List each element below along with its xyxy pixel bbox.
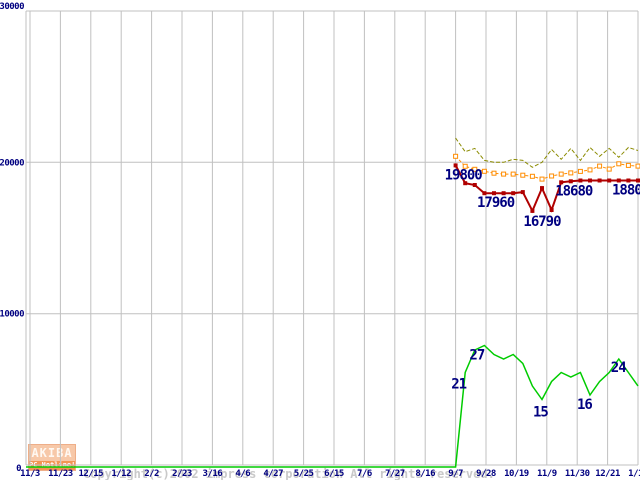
x-tick-label: 11/23 xyxy=(48,469,73,479)
x-tick-label: 2/2 xyxy=(144,469,159,479)
min-price-marker xyxy=(511,191,516,196)
point-label-16790: 16790 xyxy=(523,214,561,230)
avg-price-marker xyxy=(597,163,603,169)
copyright-watermark: Copyright(c)2002 impress corporation All… xyxy=(83,442,495,480)
shop-count-line xyxy=(26,344,639,468)
min-price-marker xyxy=(578,178,583,183)
min-price-marker xyxy=(588,178,592,183)
min-price-marker xyxy=(597,178,602,183)
avg-price-marker xyxy=(481,168,487,174)
min-price-marker xyxy=(472,183,477,187)
min-price-marker xyxy=(559,180,564,185)
x-tick-label: 11/3 xyxy=(20,469,40,479)
min-price-marker xyxy=(501,191,506,196)
min-price-marker xyxy=(492,191,496,196)
avg-price-marker xyxy=(616,161,622,167)
min-price-marker xyxy=(540,186,544,191)
min-price-marker xyxy=(463,181,468,186)
min-price-marker xyxy=(636,178,640,183)
avg-price-marker xyxy=(587,167,593,173)
min-price-marker xyxy=(520,190,525,195)
point-label-18800: 18800 xyxy=(612,183,640,199)
avg-price-marker xyxy=(539,176,545,182)
min-price-marker xyxy=(568,179,573,184)
point-label-19800: 19800 xyxy=(445,167,483,183)
min-price-marker xyxy=(616,178,621,183)
x-tick-label: 5/25 xyxy=(294,469,314,479)
min-price-marker xyxy=(607,178,612,183)
x-tick-label: 1/18 xyxy=(628,469,640,479)
x-tick-label: 10/19 xyxy=(504,469,529,479)
x-tick-label: 4/27 xyxy=(263,469,283,479)
x-tick-label: 7/6 xyxy=(357,469,372,479)
point-label-24: 24 xyxy=(611,360,626,376)
min-price-marker xyxy=(482,191,487,196)
y-tick-label: 0 xyxy=(16,464,21,474)
avg-price-marker xyxy=(520,172,526,178)
point-label-16: 16 xyxy=(577,397,592,413)
point-label-27: 27 xyxy=(469,348,484,364)
x-tick-label: 11/9 xyxy=(537,469,557,479)
x-tick-label: 4/6 xyxy=(235,469,250,479)
avg-price-marker xyxy=(606,166,612,172)
avg-price-marker xyxy=(501,171,507,177)
akiba-logo-title: AKIBA xyxy=(29,445,75,461)
point-label-21: 21 xyxy=(451,377,466,393)
point-label-18680: 18680 xyxy=(555,183,593,199)
x-tick-label: 11/30 xyxy=(565,469,590,479)
avg-price-marker xyxy=(453,153,459,159)
avg-price-marker xyxy=(625,162,631,168)
x-tick-label: 3/16 xyxy=(203,469,223,479)
x-tick-label: 9/28 xyxy=(476,469,496,479)
x-tick-label: 12/15 xyxy=(79,469,104,479)
avg-price-marker xyxy=(472,166,478,172)
min-price-marker xyxy=(530,208,535,213)
min-price-marker xyxy=(626,178,631,183)
min-price-marker xyxy=(549,208,554,212)
max-price-line xyxy=(455,137,639,168)
y-tick-label: 30000 xyxy=(0,2,24,12)
x-tick-label: 9/7 xyxy=(448,469,463,479)
x-tick-label: 1/12 xyxy=(111,469,131,479)
avg-price-marker xyxy=(510,171,516,177)
x-tick-label: 6/15 xyxy=(324,469,344,479)
min-price-marker xyxy=(453,163,458,168)
y-tick-label: 20000 xyxy=(0,158,24,168)
avg-price-marker xyxy=(529,173,535,179)
point-label-17960: 17960 xyxy=(477,195,515,211)
x-tick-label: 2/23 xyxy=(172,469,192,479)
avg-price-marker xyxy=(558,171,564,177)
avg-price-marker xyxy=(491,170,497,176)
avg-price-marker xyxy=(635,163,640,169)
point-label-15: 15 xyxy=(533,405,548,421)
avg-price-marker xyxy=(577,168,583,174)
x-tick-label: 12/21 xyxy=(595,469,620,479)
x-tick-label: 8/16 xyxy=(415,469,435,479)
y-tick-label: 10000 xyxy=(0,310,24,320)
avg-price-marker xyxy=(568,170,574,176)
x-tick-label: 7/27 xyxy=(385,469,405,479)
avg-price-marker xyxy=(549,173,555,179)
copyright-line1: Copyright(c)2002 impress corporation All… xyxy=(83,467,495,480)
avg-price-marker xyxy=(462,163,468,169)
